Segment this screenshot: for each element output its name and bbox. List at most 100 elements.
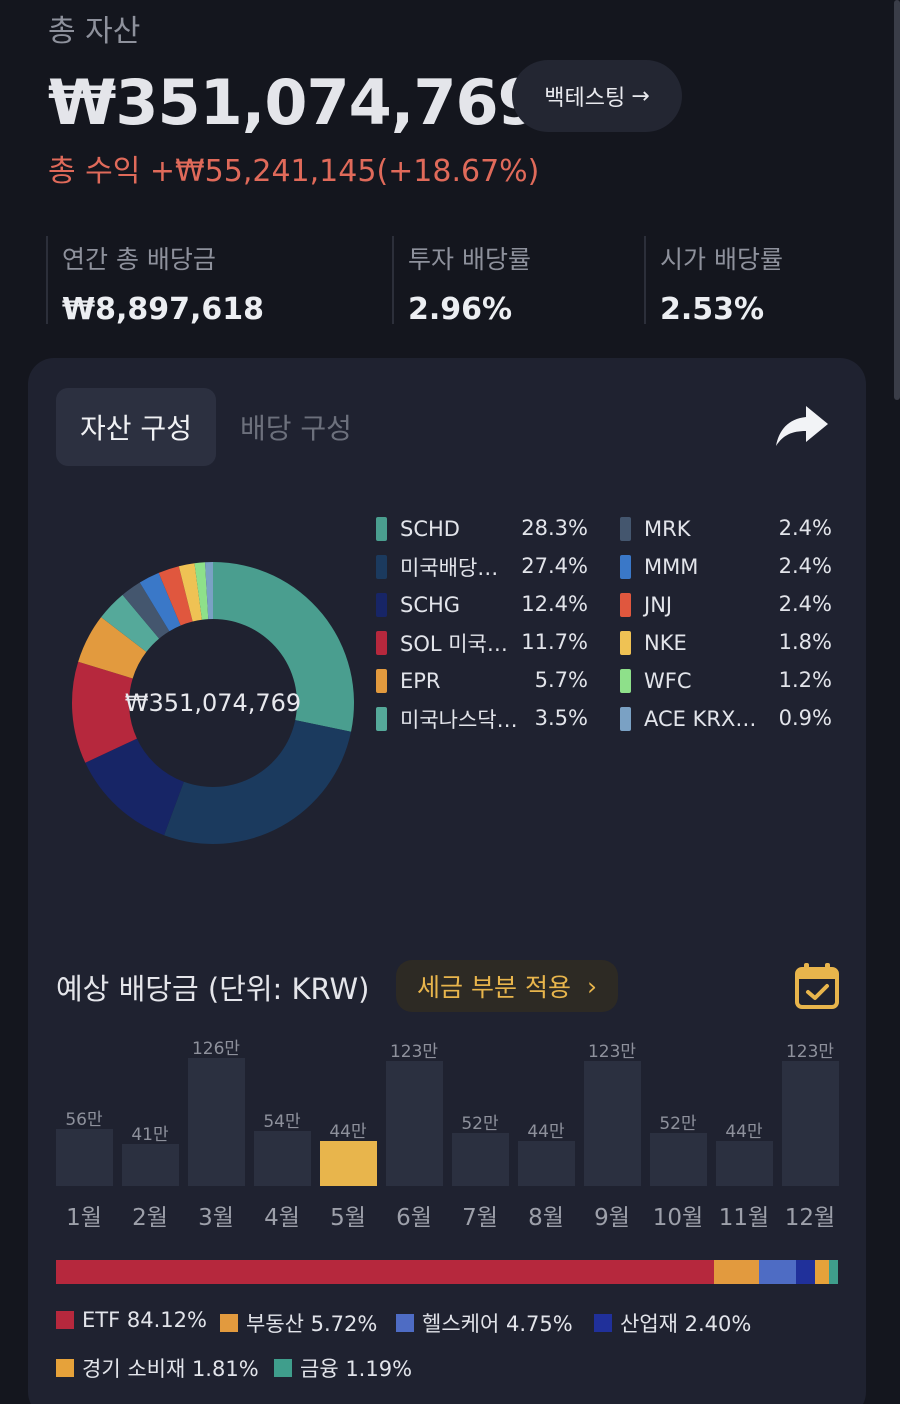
bar-value-label: 52만	[461, 1114, 499, 1134]
legend-pct: 1.8%	[778, 630, 832, 654]
portfolio-card: 자산 구성 배당 구성 ₩351,074,769 SCHD 28.3% 미국배당… 2…	[28, 358, 866, 1404]
bar-value-label: 44만	[725, 1122, 763, 1142]
month-bar[interactable]	[518, 1141, 575, 1186]
sector-composition-bar	[56, 1260, 838, 1284]
legend-name: ACE KRX…	[644, 707, 757, 731]
legend-pct: 1.2%	[778, 668, 832, 692]
donut-svg	[71, 562, 354, 844]
sector-swatch	[56, 1311, 74, 1329]
legend-swatch	[376, 707, 387, 731]
month-label: 5월	[330, 1205, 366, 1231]
legend-item: NKE	[620, 630, 687, 656]
legend-swatch	[620, 669, 631, 693]
stat-value: 2.53%	[660, 292, 765, 327]
month-label: 7월	[462, 1205, 498, 1231]
monthly-dividend-chart: 56만 1월 41만 2월 126만 3월 54만 4월 44만 5월 123만 6월 52만 7월 44만…	[28, 358, 866, 1404]
legend-pct: 28.3%	[521, 516, 588, 540]
backtest-button[interactable]: 백테스팅 →	[512, 60, 682, 132]
sector-legend-item: 헬스케어 4.75%	[396, 1308, 573, 1338]
legend-item: 미국배당…	[376, 554, 498, 580]
month-label: 8월	[528, 1205, 564, 1231]
legend-swatch	[620, 555, 631, 579]
legend-swatch	[376, 631, 387, 655]
sector-legend-item: 금융 1.19%	[274, 1353, 412, 1383]
legend-swatch	[376, 669, 387, 693]
month-bar[interactable]	[386, 1061, 443, 1186]
bar-value-label: 52만	[659, 1114, 697, 1134]
legend-name: 미국배당…	[400, 556, 499, 580]
donut-center-value: ₩351,074,769	[124, 689, 302, 717]
month-bar[interactable]	[188, 1058, 245, 1186]
legend-item: SOL 미국…	[376, 630, 508, 656]
legend-item: ACE KRX…	[620, 706, 756, 732]
month-bar[interactable]	[56, 1129, 113, 1186]
legend-swatch	[620, 593, 631, 617]
legend-name: WFC	[644, 669, 692, 693]
month-bar[interactable]	[122, 1144, 179, 1186]
sector-segment	[814, 1260, 829, 1284]
legend-item: WFC	[620, 668, 692, 694]
donut-slice-6	[122, 582, 170, 639]
stat-label: 연간 총 배당금	[62, 245, 216, 274]
sector-legend-item: 부동산 5.72%	[220, 1308, 377, 1338]
backtest-label: 백테스팅	[544, 86, 626, 111]
legend-name: EPR	[400, 669, 441, 693]
legend-pct: 3.5%	[534, 706, 588, 730]
sector-swatch	[396, 1314, 414, 1332]
legend-item: MMM	[620, 554, 698, 580]
legend-item: MRK	[620, 516, 690, 542]
sector-label: 부동산 5.72%	[246, 1312, 378, 1336]
bar-value-label: 123만	[389, 1042, 439, 1062]
share-icon[interactable]	[774, 402, 830, 450]
sector-segment	[795, 1260, 815, 1284]
stat-label: 투자 배당률	[408, 245, 531, 274]
stat-market-yield: 시가 배당률 2.53%	[644, 236, 866, 327]
bar-value-label: 44만	[527, 1122, 565, 1142]
bar-value-label: 56만	[65, 1110, 103, 1130]
tax-apply-button[interactable]: 세금 부분 적용 ›	[396, 960, 618, 1012]
legend-item: EPR	[376, 668, 441, 694]
arrow-right-icon: →	[631, 83, 650, 109]
month-label: 3월	[198, 1205, 234, 1231]
legend-swatch	[376, 593, 387, 617]
donut-slice-4	[78, 617, 147, 679]
month-label: 9월	[594, 1205, 630, 1231]
total-assets-value: ₩351,074,769	[48, 66, 541, 139]
legend-item: JNJ	[620, 592, 672, 618]
month-bar[interactable]	[650, 1133, 707, 1186]
month-bar[interactable]	[452, 1133, 509, 1186]
stat-annual-dividend: 연간 총 배당금 ₩8,897,618	[46, 236, 376, 327]
chevron-right-icon: ›	[586, 971, 597, 1001]
tab-asset-composition[interactable]: 자산 구성	[56, 388, 216, 466]
legend-swatch	[376, 517, 387, 541]
stat-value: 2.96%	[408, 292, 513, 327]
sector-legend-item: 산업재 2.40%	[594, 1308, 751, 1338]
scrollbar[interactable]	[894, 0, 900, 400]
legend-pct: 0.9%	[778, 706, 832, 730]
dividend-stats: 연간 총 배당금 ₩8,897,618 투자 배당률 2.96% 시가 배당률 …	[46, 236, 866, 327]
bar-value-label: 126만	[191, 1039, 241, 1059]
sector-segment	[758, 1260, 796, 1284]
bar-value-label: 54만	[263, 1112, 301, 1132]
tab-dividend-composition[interactable]: 배당 구성	[240, 412, 352, 445]
legend-swatch	[620, 707, 631, 731]
month-bar[interactable]	[716, 1141, 773, 1186]
legend-item: 미국나스닥…	[376, 706, 518, 732]
month-bar[interactable]	[584, 1061, 641, 1186]
sector-swatch	[56, 1359, 74, 1377]
month-label: 6월	[396, 1205, 432, 1231]
legend-pct: 2.4%	[778, 516, 832, 540]
donut-slice-9	[178, 563, 202, 622]
legend-name: MMM	[644, 555, 699, 579]
legend-name: JNJ	[644, 593, 673, 617]
calendar-check-icon[interactable]	[794, 962, 840, 1010]
donut-slice-2	[85, 738, 184, 836]
month-bar[interactable]	[782, 1061, 839, 1186]
month-bar[interactable]	[254, 1131, 311, 1186]
legend-name: SOL 미국…	[400, 632, 508, 656]
sector-swatch	[594, 1314, 612, 1332]
sector-segment	[713, 1260, 759, 1284]
asset-donut-chart: ₩351,074,769	[68, 558, 358, 848]
month-bar[interactable]	[320, 1141, 377, 1186]
legend-pct: 12.4%	[521, 592, 588, 616]
